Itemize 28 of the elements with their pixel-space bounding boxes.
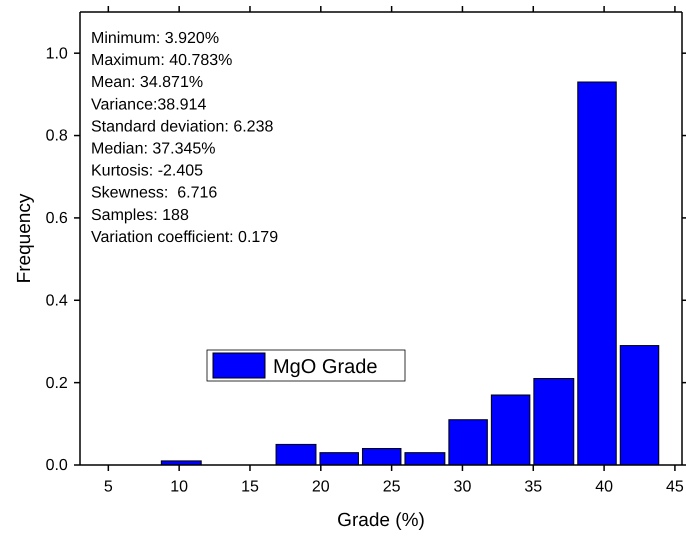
- x-tick-label: 40: [595, 478, 614, 496]
- legend-label: MgO Grade: [273, 356, 378, 378]
- x-tick-label: 15: [241, 478, 259, 496]
- x-tick-label: 45: [666, 478, 684, 496]
- annotation: Kurtosis: -2.405: [91, 162, 204, 180]
- annotation: Skewness: 6.716: [91, 184, 218, 202]
- y-tick-label: 0.2: [46, 374, 68, 392]
- annotation: Variance:38.914: [91, 96, 206, 114]
- y-tick-label: 1.0: [46, 45, 68, 62]
- x-tick-label: 5: [104, 478, 113, 496]
- annotation: Maximum: 40.783%: [91, 52, 232, 70]
- y-tick-label: 0.6: [46, 210, 68, 228]
- annotation: Variation coefficient: 0.179: [91, 228, 278, 246]
- x-tick-label: 25: [382, 478, 401, 496]
- y-tick-label: 0.4: [46, 292, 68, 310]
- annotation: Mean: 34.871%: [91, 74, 204, 92]
- x-axis-title: Grade (%): [337, 510, 425, 531]
- y-tick-label: 0.0: [46, 457, 68, 474]
- x-tick-label: 10: [170, 478, 188, 496]
- x-tick-label: 35: [524, 478, 542, 496]
- x-tick-label: 20: [312, 478, 330, 496]
- y-axis-title: Frequency: [14, 193, 35, 284]
- y-tick-label: 0.8: [46, 128, 68, 145]
- annotation: Standard deviation: 6.238: [91, 118, 274, 136]
- annotation: Minimum: 3.920%: [91, 30, 220, 47]
- x-tick-label: 30: [454, 478, 472, 496]
- annotation: Median: 37.345%: [91, 140, 216, 158]
- annotation: Samples: 188: [91, 206, 189, 224]
